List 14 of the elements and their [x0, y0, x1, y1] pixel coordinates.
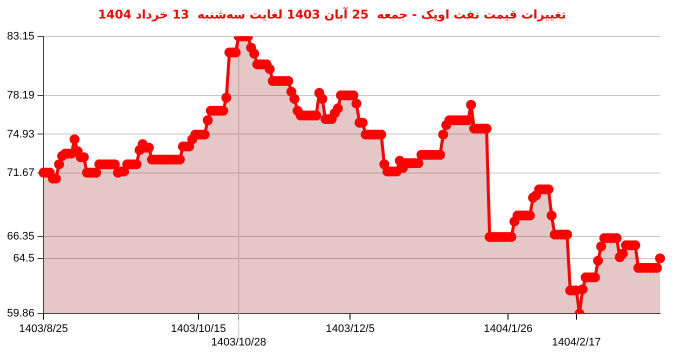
- y-tick-label: 74.93: [6, 128, 35, 140]
- y-tick-label: 71.67: [6, 167, 35, 180]
- y-tick-label: 78.19: [6, 89, 35, 102]
- x-tick-label: 1404/1/26: [484, 323, 533, 336]
- chart-title: تغییرات قیمت نفت اوپک - جمعه 25 آبان 1403 لغایت سه‌شنبه 13 خرداد 1404: [98, 6, 566, 22]
- x-tick-label: 1403/10/28: [211, 336, 266, 348]
- x-tick-label: 1403/10/15: [170, 323, 226, 336]
- y-tick-label: 66.35: [6, 230, 35, 242]
- x-tick-label: 1403/8/25: [19, 323, 68, 336]
- x-tick-label: 1404/2/17: [552, 336, 601, 348]
- y-tick-label: 64.5: [13, 252, 35, 264]
- y-tick-label: 83.15: [6, 30, 35, 42]
- y-tick-label: 59.86: [6, 308, 35, 320]
- x-tick-label: 1403/12/5: [326, 323, 375, 336]
